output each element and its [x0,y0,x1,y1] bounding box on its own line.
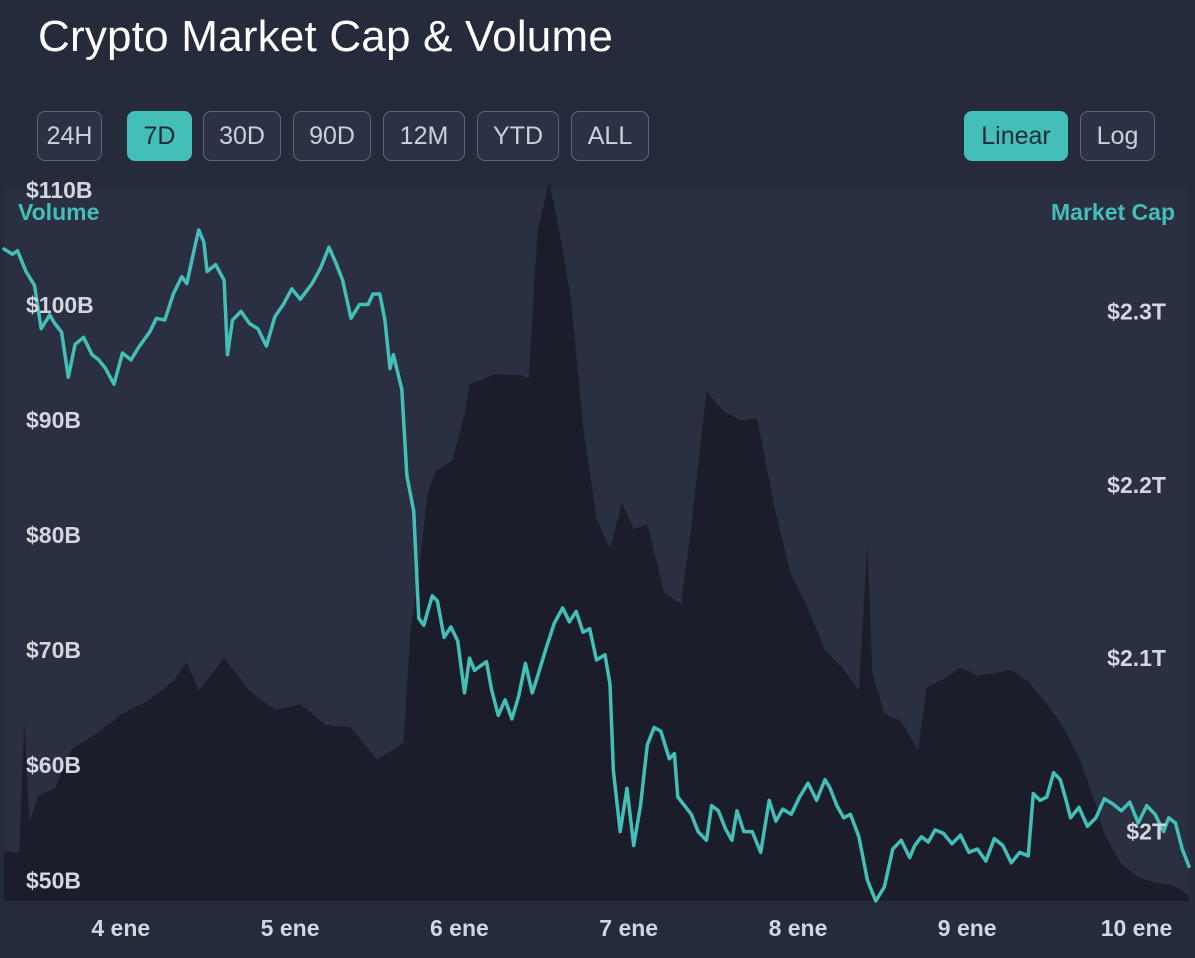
range-button-all[interactable]: ALL [571,111,649,161]
date-tick-label: 8 ene [769,915,828,941]
volume-axis-title: Volume [18,199,99,225]
date-tick-label: 7 ene [599,915,658,941]
market-cap-tick-label: $2.2T [1107,472,1166,498]
volume-tick-label: $100B [26,292,94,318]
market-cap-axis: $2T $2.1T $2.2T $2.3T [1107,298,1166,844]
market-cap-tick-label: $2T [1126,819,1166,845]
market-cap-axis-title: Market Cap [1051,199,1175,225]
date-tick-label: 4 ene [91,915,150,941]
market-cap-line [2,228,1191,903]
page-title: Crypto Market Cap & Volume [38,12,613,61]
volume-tick-label: $60B [26,752,81,778]
scale-button-log[interactable]: Log [1080,111,1155,161]
range-button-ytd[interactable]: YTD [477,111,559,161]
range-button-12m[interactable]: 12M [383,111,465,161]
date-tick-label: 5 ene [261,915,320,941]
volume-tick-label: $70B [26,637,81,663]
scale-selector: Linear Log [964,111,1155,163]
date-axis: 4 ene 5 ene 6 ene 7 ene 8 ene 9 ene 10 ene [91,915,1172,941]
volume-tick-label: $110B [26,177,93,203]
market-cap-tick-label: $2.3T [1107,298,1166,324]
date-tick-label: 9 ene [938,915,997,941]
date-tick-label: 6 ene [430,915,489,941]
volume-series [4,180,1189,902]
range-button-90d[interactable]: 90D [293,111,371,161]
range-button-30d[interactable]: 30D [203,111,281,161]
market-cap-series [2,228,1191,903]
scale-button-linear[interactable]: Linear [964,111,1068,161]
volume-tick-label: $80B [26,522,81,548]
range-button-7d[interactable]: 7D [127,111,192,161]
volume-tick-label: $50B [26,867,81,893]
market-cap-tick-label: $2.1T [1107,645,1166,671]
volume-axis: $50B $60B $70B $80B $90B $100B $110B [26,177,94,893]
date-tick-label: 10 ene [1101,915,1173,941]
volume-area [4,180,1189,902]
range-button-24h[interactable]: 24H [37,111,102,161]
volume-tick-label: $90B [26,407,81,433]
